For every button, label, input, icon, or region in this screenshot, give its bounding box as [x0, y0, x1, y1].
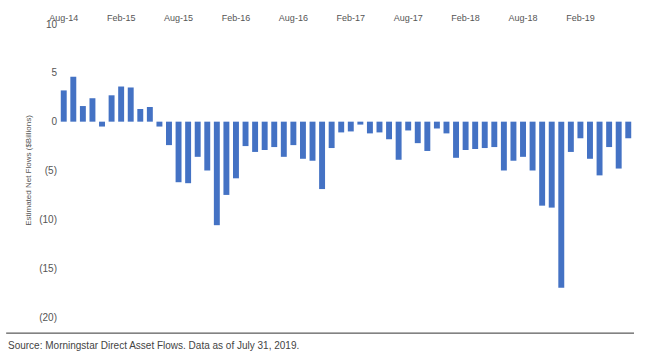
- svg-text:(15): (15): [39, 263, 57, 274]
- svg-text:Feb-19: Feb-19: [566, 13, 595, 23]
- svg-text:Feb-15: Feb-15: [107, 13, 136, 23]
- svg-text:Feb-18: Feb-18: [451, 13, 480, 23]
- svg-text:5: 5: [51, 67, 57, 78]
- svg-text:Feb-17: Feb-17: [337, 13, 366, 23]
- svg-text:(10): (10): [39, 214, 57, 225]
- svg-text:(20): (20): [39, 312, 57, 323]
- svg-text:Aug-16: Aug-16: [279, 13, 308, 23]
- svg-text:0: 0: [51, 116, 57, 127]
- svg-text:Estimated Net Flows ($Billions: Estimated Net Flows ($Billions): [24, 115, 33, 226]
- svg-text:Aug-17: Aug-17: [394, 13, 423, 23]
- svg-text:Feb-16: Feb-16: [222, 13, 251, 23]
- svg-text:10: 10: [46, 19, 58, 30]
- svg-text:Aug-15: Aug-15: [164, 13, 193, 23]
- svg-text:Aug-14: Aug-14: [49, 13, 78, 23]
- svg-text:Source: Morningstar Direct Ass: Source: Morningstar Direct Asset Flows. …: [8, 340, 299, 351]
- svg-text:(5): (5): [45, 165, 57, 176]
- svg-text:Aug-18: Aug-18: [508, 13, 537, 23]
